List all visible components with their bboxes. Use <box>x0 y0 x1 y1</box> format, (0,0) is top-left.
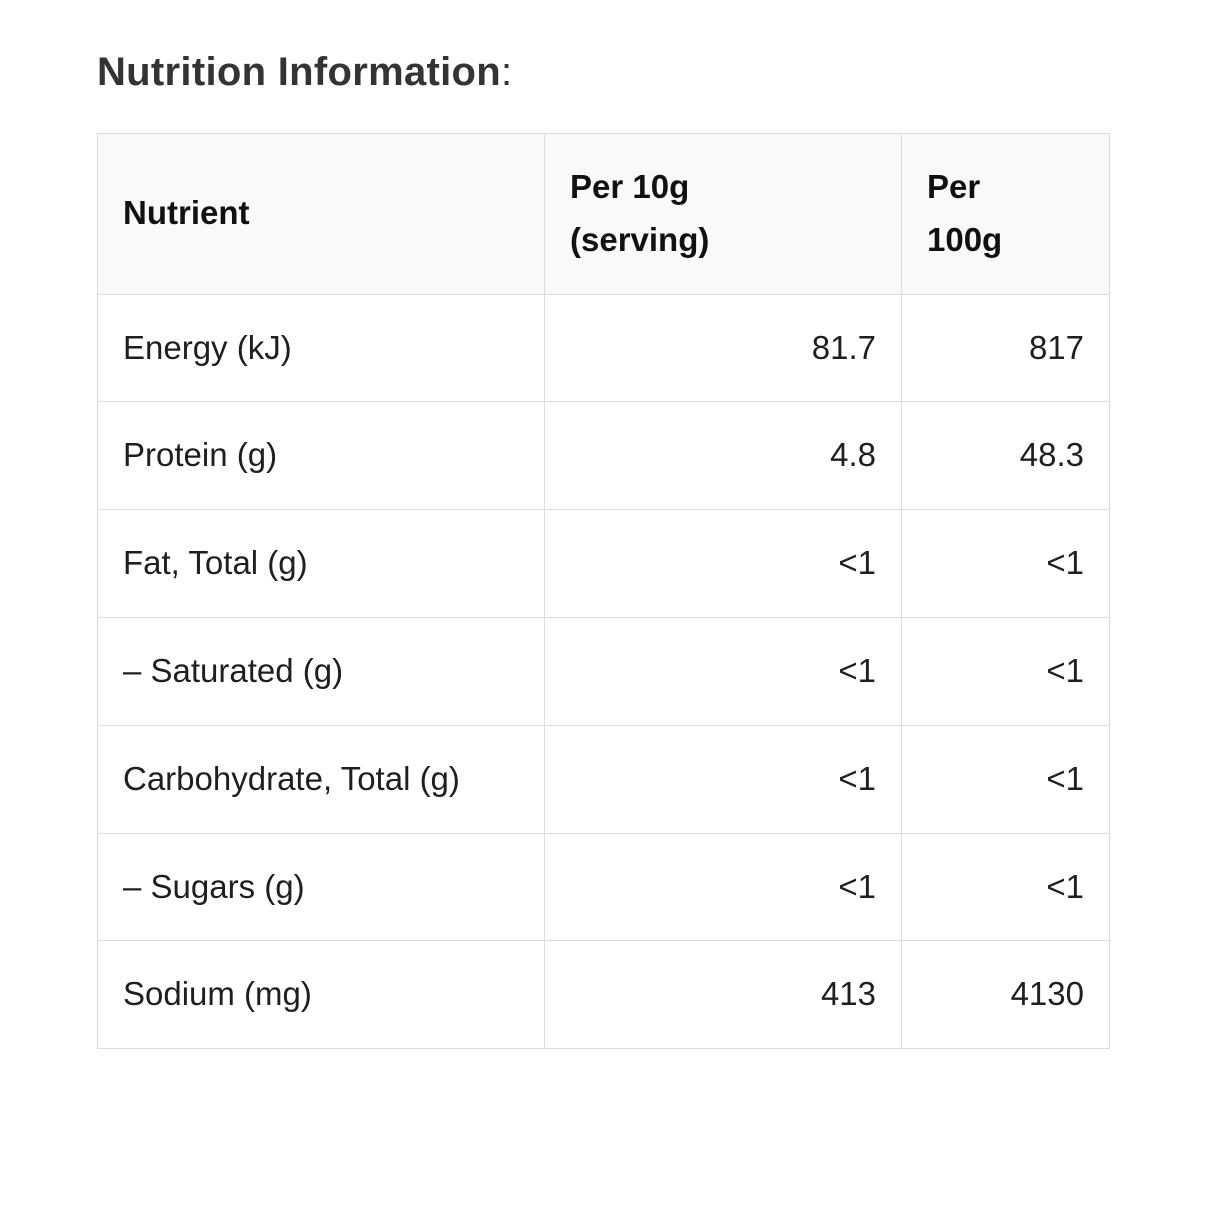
value-per-100g: 48.3 <box>901 401 1110 511</box>
column-header-per-100g-line2: 100g <box>927 220 1003 258</box>
value-per-10g: 4.8 <box>544 401 902 511</box>
table-row-sodium: Sodium (mg) 413 4130 <box>97 940 1110 1050</box>
page-title-text: Nutrition Information <box>97 50 502 94</box>
nutrient-label: Fat, Total (g) <box>97 509 545 618</box>
value-per-10g: <1 <box>544 832 902 942</box>
nutrient-label: Carbohydrate, Total (g) <box>97 724 545 834</box>
column-header-per-10g-line2: (serving) <box>570 220 710 258</box>
column-header-per-10g-line1: Per 10g <box>570 168 690 205</box>
nutrition-page: Nutrition Information: Nutrient Per 10g … <box>97 48 1110 1050</box>
value-per-100g: 4130 <box>901 940 1110 1050</box>
value-per-100g: <1 <box>901 616 1110 726</box>
nutrient-label: – Saturated (g) <box>97 616 545 726</box>
table-row-saturated: – Saturated (g) <1 <1 <box>97 616 1110 726</box>
page-title-colon: : <box>501 50 513 94</box>
column-header-per-10g: Per 10g (serving) <box>544 133 902 295</box>
value-per-100g: <1 <box>901 724 1110 834</box>
table-row-fat-total: Fat, Total (g) <1 <1 <box>97 509 1110 618</box>
value-per-100g: <1 <box>901 509 1110 618</box>
nutrient-label: Protein (g) <box>97 401 545 511</box>
table-header-row: Nutrient Per 10g (serving) Per 100g <box>97 133 1110 295</box>
table-row-protein: Protein (g) 4.8 48.3 <box>97 401 1110 511</box>
value-per-100g: 817 <box>901 293 1110 403</box>
value-per-10g: <1 <box>544 616 902 726</box>
column-header-per-100g-line1: Per <box>927 168 981 205</box>
table-row-energy: Energy (kJ) 81.7 817 <box>97 293 1110 403</box>
nutrition-table: Nutrient Per 10g (serving) Per 100g Ener… <box>97 133 1110 1050</box>
value-per-10g: 413 <box>544 940 902 1050</box>
nutrient-label: Energy (kJ) <box>97 293 545 403</box>
table-row-carbohydrate: Carbohydrate, Total (g) <1 <1 <box>97 724 1110 834</box>
table-row-sugars: – Sugars (g) <1 <1 <box>97 832 1110 942</box>
value-per-100g: <1 <box>901 832 1110 942</box>
value-per-10g: 81.7 <box>544 293 902 403</box>
nutrient-label: – Sugars (g) <box>97 832 545 942</box>
nutrient-label: Sodium (mg) <box>97 940 545 1050</box>
column-header-per-100g: Per 100g <box>901 133 1110 295</box>
value-per-10g: <1 <box>544 724 902 834</box>
page-title: Nutrition Information: <box>97 48 1109 96</box>
column-header-nutrient: Nutrient <box>97 133 545 295</box>
value-per-10g: <1 <box>544 509 902 618</box>
